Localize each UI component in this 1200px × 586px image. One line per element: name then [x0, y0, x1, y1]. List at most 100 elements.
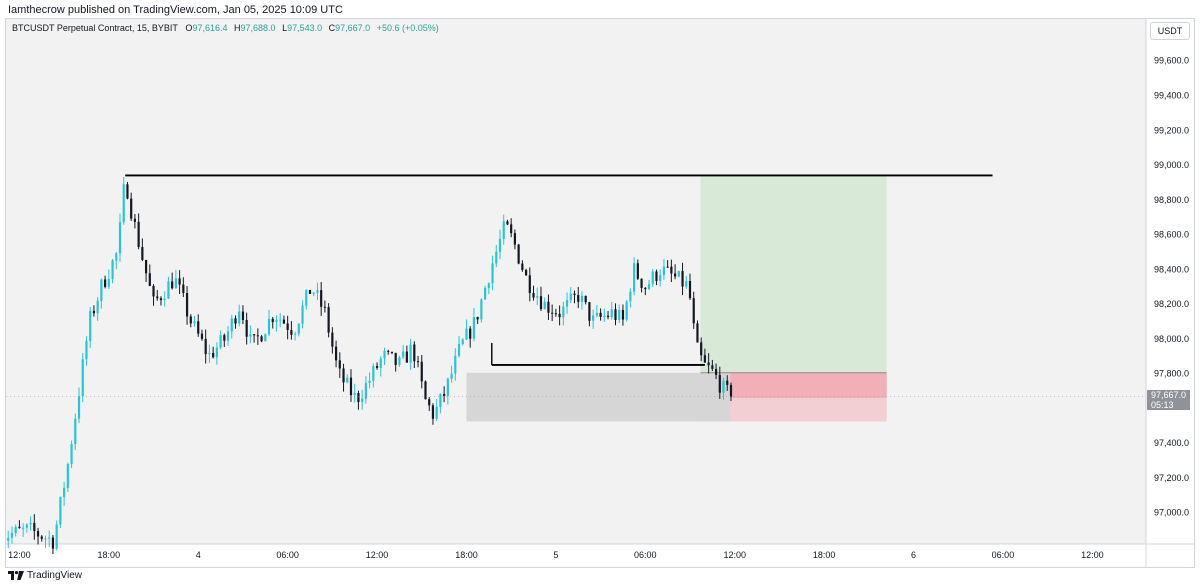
price-chart[interactable]: 99,600.0 99,400.0 99,200.0 99,000.0 98,800.0… — [6, 19, 1194, 567]
candle-body[interactable] — [450, 373, 453, 379]
candle-body[interactable] — [644, 287, 647, 290]
candle-body[interactable] — [245, 320, 248, 337]
candle-body[interactable] — [22, 527, 25, 529]
candle-body[interactable] — [130, 198, 133, 219]
candle-body[interactable] — [700, 342, 703, 356]
candle-body[interactable] — [569, 293, 572, 301]
candle-body[interactable] — [342, 368, 345, 383]
candle-body[interactable] — [312, 292, 315, 294]
candle-body[interactable] — [603, 315, 606, 317]
candle-body[interactable] — [703, 355, 707, 363]
candle-body[interactable] — [55, 524, 58, 549]
candle-body[interactable] — [398, 357, 401, 365]
candle-body[interactable] — [670, 266, 673, 274]
candle-body[interactable] — [673, 273, 677, 277]
candle-body[interactable] — [18, 526, 21, 529]
candle-body[interactable] — [334, 346, 338, 361]
candle-body[interactable] — [480, 299, 483, 320]
candle-body[interactable] — [346, 377, 349, 383]
candle-body[interactable] — [36, 531, 40, 537]
candle-body[interactable] — [234, 318, 237, 324]
candle-body[interactable] — [282, 319, 286, 324]
candle-body[interactable] — [562, 306, 565, 318]
candle-body[interactable] — [260, 336, 263, 342]
candle-body[interactable] — [718, 374, 721, 393]
currency-button[interactable]: USDT — [1150, 22, 1190, 40]
candle-body[interactable] — [551, 312, 554, 314]
candle-body[interactable] — [554, 313, 557, 315]
candle-body[interactable] — [279, 319, 282, 321]
candle-body[interactable] — [688, 280, 692, 299]
candle-body[interactable] — [327, 307, 330, 333]
candle-body[interactable] — [223, 335, 226, 341]
candle-body[interactable] — [547, 301, 550, 313]
candle-body[interactable] — [446, 378, 449, 396]
candle-body[interactable] — [44, 538, 47, 540]
candle-body[interactable] — [122, 184, 125, 223]
candle-body[interactable] — [286, 323, 289, 330]
candle-body[interactable] — [63, 488, 66, 498]
candle-body[interactable] — [662, 266, 666, 276]
candle-body[interactable] — [558, 313, 561, 318]
symbol-label[interactable]: BTCUSDT Perpetual Contract, 15, BYBIT — [12, 23, 178, 33]
candle-body[interactable] — [524, 269, 528, 276]
candle-body[interactable] — [118, 222, 122, 254]
candle-body[interactable] — [409, 344, 412, 363]
candle-body[interactable] — [439, 393, 442, 407]
candle-body[interactable] — [539, 296, 543, 310]
candle-body[interactable] — [100, 279, 103, 301]
candle-body[interactable] — [40, 536, 43, 539]
candle-body[interactable] — [144, 259, 148, 274]
candle-body[interactable] — [89, 310, 92, 342]
candle-body[interactable] — [238, 311, 241, 324]
candle-body[interactable] — [368, 380, 371, 384]
candle-body[interactable] — [405, 351, 408, 363]
candle-body[interactable] — [659, 275, 662, 281]
candle-body[interactable] — [577, 294, 580, 302]
candle-body[interactable] — [200, 333, 204, 339]
candle-body[interactable] — [7, 537, 10, 541]
candle-body[interactable] — [29, 522, 32, 525]
candle-body[interactable] — [729, 384, 733, 397]
candle-body[interactable] — [428, 399, 431, 406]
candle-body[interactable] — [308, 289, 312, 294]
candle-body[interactable] — [59, 497, 62, 525]
candle-body[interactable] — [126, 184, 129, 199]
candle-body[interactable] — [193, 321, 196, 324]
candle-body[interactable] — [618, 309, 621, 320]
candle-body[interactable] — [681, 270, 684, 287]
candle-body[interactable] — [364, 383, 367, 399]
candle-body[interactable] — [580, 295, 584, 302]
candle-body[interactable] — [70, 444, 73, 465]
candle-body[interactable] — [483, 287, 487, 300]
candle-body[interactable] — [137, 221, 140, 248]
candle-body[interactable] — [707, 362, 710, 366]
candle-body[interactable] — [457, 344, 461, 356]
candle-body[interactable] — [495, 251, 498, 264]
candle-body[interactable] — [614, 309, 617, 320]
candle-body[interactable] — [372, 366, 375, 381]
candle-body[interactable] — [394, 352, 397, 365]
candle-body[interactable] — [454, 355, 457, 374]
candle-body[interactable] — [655, 271, 658, 281]
candle-body[interactable] — [152, 285, 155, 297]
chart-panel[interactable]: 99,600.0 99,400.0 99,200.0 99,000.0 98,800.0… — [5, 18, 1195, 568]
candle-body[interactable] — [174, 278, 177, 289]
candle-body[interactable] — [74, 418, 77, 445]
candle-body[interactable] — [536, 296, 539, 298]
candle-body[interactable] — [487, 283, 490, 288]
candle-body[interactable] — [178, 278, 181, 285]
candle-body[interactable] — [435, 406, 438, 419]
candle-body[interactable] — [726, 380, 729, 385]
candle-body[interactable] — [159, 298, 163, 301]
candle-body[interactable] — [375, 366, 379, 368]
candle-body[interactable] — [253, 334, 256, 336]
candle-body[interactable] — [204, 338, 207, 355]
candle-body[interactable] — [629, 291, 632, 302]
candle-body[interactable] — [722, 380, 725, 393]
candle-body[interactable] — [532, 292, 535, 298]
candle-body[interactable] — [249, 334, 252, 337]
candle-body[interactable] — [323, 306, 327, 308]
candle-body[interactable] — [633, 263, 636, 292]
candle-body[interactable] — [156, 296, 159, 299]
